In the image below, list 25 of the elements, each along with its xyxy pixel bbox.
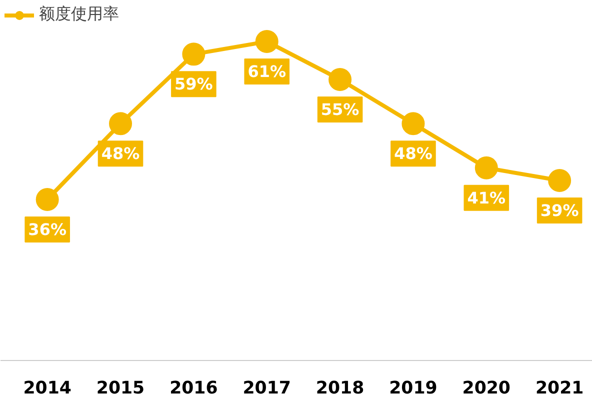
x-tick-label: 2016 [170,378,218,396]
data-label: 59% [174,74,213,94]
data-label: 39% [540,201,579,220]
legend-label: 额度使用率 [39,4,119,25]
point [402,112,425,136]
point [255,30,278,54]
data-label: 36% [28,220,66,239]
x-tick-label: 2018 [316,378,364,396]
point [548,169,572,192]
x-tick-label: 2020 [462,378,511,396]
x-tick-label: 2021 [535,378,584,396]
x-tick-label: 2017 [242,378,291,396]
x-tick-label: 2015 [96,378,145,396]
data-label: 48% [394,144,432,164]
data-label: 48% [101,144,140,164]
point [36,188,59,211]
data-label: 61% [248,62,286,82]
x-tick-label: 2014 [23,378,72,396]
point [328,68,352,91]
data-label: 41% [467,188,506,208]
point [182,42,206,66]
data-label: 55% [320,100,360,119]
x-tick-label: 2019 [389,378,438,396]
point [474,156,498,180]
point [109,112,132,136]
